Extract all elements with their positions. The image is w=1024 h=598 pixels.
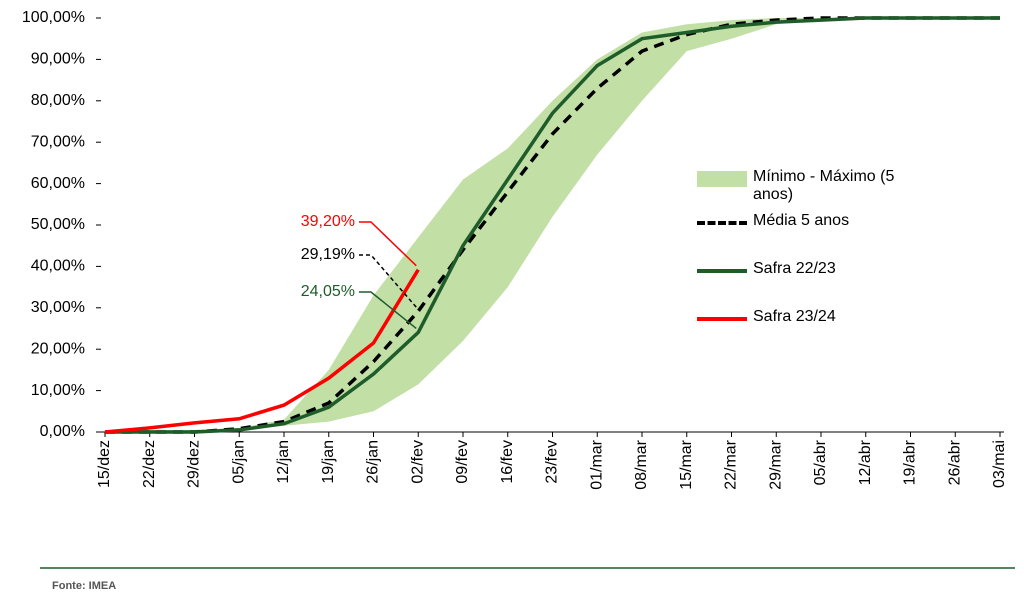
x-tick-label: 03/mai xyxy=(991,440,1008,488)
x-tick-label: 15/dez xyxy=(96,440,113,488)
x-tick-label: 26/abr xyxy=(946,439,963,485)
x-tick-label: 12/jan xyxy=(275,440,292,484)
footer: Fonte: IMEA xyxy=(52,580,117,592)
data-label: 39,20% xyxy=(301,213,355,230)
x-tick-label: 19/jan xyxy=(320,440,337,484)
y-tick-label: 90,00% xyxy=(31,51,85,68)
series-line xyxy=(104,268,420,434)
y-tick-label: 10,00% xyxy=(31,382,85,399)
legend-swatch xyxy=(697,212,747,234)
y-tick-label: 60,00% xyxy=(31,175,85,192)
legend: Mínimo - Máximo (5 anos) Média 5 anos Safr… xyxy=(697,168,927,356)
x-tick-label: 16/fev xyxy=(499,440,516,484)
min-max-band xyxy=(105,18,1000,432)
series-line xyxy=(105,16,1000,434)
legend-label: Safra 22/23 xyxy=(753,260,836,277)
y-tick-label: 40,00% xyxy=(31,258,85,275)
series-line xyxy=(105,16,1000,434)
x-tick-label: 29/mar xyxy=(767,439,784,489)
x-tick-label: 29/dez xyxy=(186,440,203,488)
x-tick-label: 05/abr xyxy=(812,439,829,485)
x-tick-label: 08/mar xyxy=(633,439,650,489)
leader-line xyxy=(359,291,417,330)
x-tick-label: 12/abr xyxy=(857,439,874,485)
y-tick-label: 0,00% xyxy=(40,423,85,440)
x-tick-label: 22/mar xyxy=(723,439,740,489)
x-tick-label: 23/fev xyxy=(544,440,561,484)
y-tick-label: 50,00% xyxy=(31,216,85,233)
x-tick-label: 09/fev xyxy=(454,440,471,484)
legend-swatch xyxy=(697,308,747,330)
legend-label: Safra 23/24 xyxy=(753,308,836,325)
y-tick-label: 20,00% xyxy=(31,340,85,357)
x-tick-label: 15/mar xyxy=(678,439,695,489)
y-tick-label: 70,00% xyxy=(31,133,85,150)
leader-line xyxy=(359,221,417,267)
y-tick-label: 100,00% xyxy=(22,9,85,26)
legend-swatch xyxy=(697,260,747,282)
x-tick-label: 22/dez xyxy=(141,440,158,488)
legend-item: Mínimo - Máximo (5 anos) xyxy=(697,168,927,204)
x-tick-label: 01/mar xyxy=(588,439,605,489)
legend-swatch xyxy=(697,171,747,187)
legend-label: Mínimo - Máximo (5 anos) xyxy=(753,168,895,203)
leader-line xyxy=(359,254,417,308)
data-label: 24,05% xyxy=(301,283,355,300)
y-tick-label: 30,00% xyxy=(31,299,85,316)
legend-item: Safra 23/24 xyxy=(697,308,927,330)
x-tick-label: 26/jan xyxy=(365,440,382,484)
legend-item: Safra 22/23 xyxy=(697,260,927,282)
x-tick-label: 05/jan xyxy=(230,440,247,484)
x-tick-label: 19/abr xyxy=(902,439,919,485)
y-tick-label: 80,00% xyxy=(31,92,85,109)
data-label: 29,19% xyxy=(301,246,355,263)
legend-item: Média 5 anos xyxy=(697,212,927,234)
x-tick-label: 02/fev xyxy=(409,440,426,484)
legend-label: Média 5 anos xyxy=(753,212,850,229)
